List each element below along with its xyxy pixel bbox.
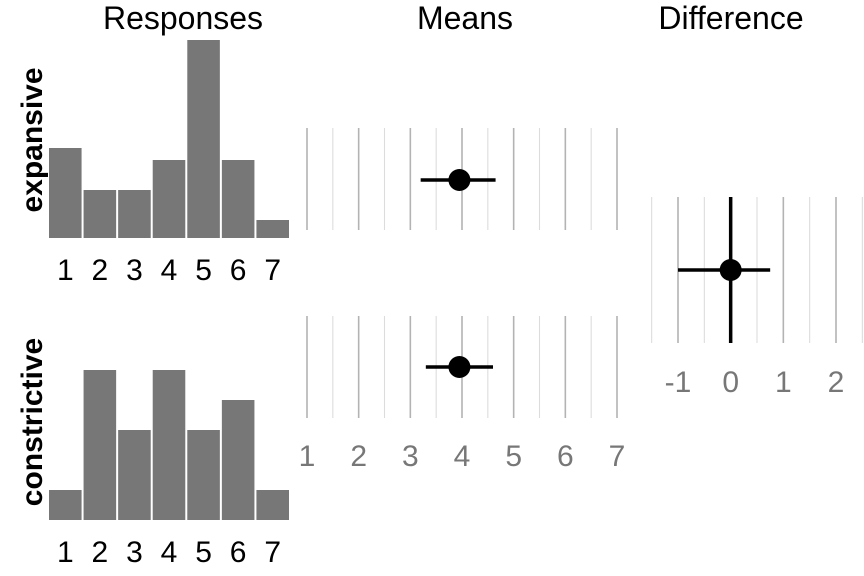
row-label-constrictive: constrictive bbox=[16, 338, 49, 506]
x-tick-label: 0 bbox=[722, 366, 739, 399]
x-tick-label: 4 bbox=[161, 254, 178, 287]
x-tick-label: 2 bbox=[92, 254, 109, 287]
x-tick-label: 3 bbox=[126, 536, 143, 569]
x-tick-label: 7 bbox=[264, 536, 281, 569]
x-tick-label: 1 bbox=[299, 440, 316, 473]
bar-3 bbox=[118, 190, 151, 238]
bar-4 bbox=[152, 160, 186, 238]
means-panel-expansive bbox=[306, 128, 618, 230]
x-tick-label: 2 bbox=[92, 536, 109, 569]
x-tick-label: 1 bbox=[57, 536, 74, 569]
mean-point bbox=[448, 356, 471, 378]
difference-title: Difference bbox=[658, 0, 803, 36]
bar-5 bbox=[187, 430, 220, 520]
x-tick-label: 6 bbox=[230, 536, 247, 569]
x-tick-label: 6 bbox=[557, 440, 574, 473]
bar-6 bbox=[221, 160, 255, 238]
x-tick-label: 6 bbox=[230, 254, 247, 287]
bar-2 bbox=[83, 190, 117, 238]
x-tick-label: 3 bbox=[126, 254, 143, 287]
x-tick-label: 5 bbox=[505, 440, 522, 473]
bar-7 bbox=[256, 490, 289, 520]
bar-1 bbox=[49, 148, 82, 238]
mean-point bbox=[448, 169, 471, 191]
bar-1 bbox=[49, 490, 82, 520]
x-tick-label: 7 bbox=[264, 254, 281, 287]
x-tick-label: 3 bbox=[402, 440, 419, 473]
x-tick-label: 7 bbox=[609, 440, 626, 473]
responses-title: Responses bbox=[103, 0, 263, 36]
bar-5 bbox=[187, 40, 220, 238]
mean-point bbox=[719, 259, 742, 281]
x-tick-label: 1 bbox=[775, 366, 792, 399]
bar-2 bbox=[83, 370, 117, 520]
x-tick-label: 5 bbox=[195, 536, 212, 569]
x-tick-label: 4 bbox=[454, 440, 471, 473]
x-tick-label: 4 bbox=[161, 536, 178, 569]
difference-panel: -1 0 1 2 bbox=[651, 197, 863, 399]
bar-4 bbox=[152, 370, 186, 520]
means-title: Means bbox=[417, 0, 513, 36]
row-label-expansive: expansive bbox=[16, 67, 49, 212]
means-panel-constrictive: 1 2 3 4 5 6 7 bbox=[299, 316, 626, 473]
bar-7 bbox=[256, 220, 289, 238]
x-tick-label: 2 bbox=[350, 440, 367, 473]
x-tick-label: 1 bbox=[57, 254, 74, 287]
x-tick-label: 5 bbox=[195, 254, 212, 287]
bar-3 bbox=[118, 430, 151, 520]
bar-6 bbox=[221, 400, 255, 520]
x-tick-label: 2 bbox=[828, 366, 845, 399]
x-tick-label: -1 bbox=[665, 366, 692, 399]
